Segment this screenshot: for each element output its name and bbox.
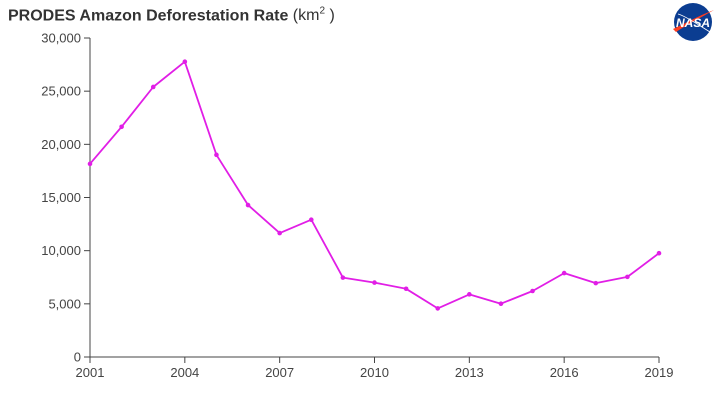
y-tick-label: 20,000 [41,137,81,152]
unit-superscript: 2 [319,6,326,17]
x-axis: 2001 2004 2007 2010 2013 2016 2019 [76,356,674,380]
nasa-logo-swoosh [673,10,714,32]
chart-title: PRODES Amazon Deforestation Rate (km2 ) [8,6,335,25]
data-point [403,286,409,292]
data-point [214,152,219,158]
y-tick-label: 10,000 [41,243,81,258]
x-tick-label: 2004 [170,365,199,380]
nasa-logo-icon: NASA [673,3,714,41]
x-tick-label: 2013 [455,365,484,380]
x-tick-label: 2007 [265,365,294,380]
data-point [182,59,188,64]
y-tick-label: 5,000 [48,296,81,311]
nasa-logo-circle [674,3,712,41]
x-tick-label: 2016 [550,365,579,380]
data-point [435,306,441,311]
x-tick-label: 2019 [645,365,674,380]
y-tick-label: 30,000 [41,31,81,46]
data-point [530,288,535,294]
data-point [308,217,314,223]
nasa-logo-text: NASA [676,16,710,30]
series-line [89,60,660,310]
chart-title-text: PRODES Amazon Deforestation Rate [8,7,289,25]
y-axis: 0 5,000 10,000 15,000 20,000 25,000 30,000 [41,31,91,365]
y-tick-label: 0 [74,350,81,365]
data-point [498,301,504,307]
y-tick-label: 15,000 [41,190,81,205]
data-point [119,124,124,130]
data-point [150,84,156,90]
data-point [277,230,282,236]
unit-prefix: (km [292,7,320,25]
y-tick-label: 25,000 [41,84,81,99]
data-point [87,161,93,167]
data-point [467,292,472,297]
data-point [561,270,567,276]
x-tick-label: 2001 [76,365,105,380]
chart-title-unit: (km2 ) [292,6,335,25]
data-point [656,250,662,256]
data-point [625,274,630,280]
data-point [245,202,251,208]
series-group [87,59,662,311]
data-point [340,275,346,280]
nasa-logo-orbit [677,13,711,33]
data-point [593,280,599,286]
x-tick-label: 2010 [360,365,389,380]
data-point [372,280,377,285]
unit-suffix: ) [325,7,335,25]
